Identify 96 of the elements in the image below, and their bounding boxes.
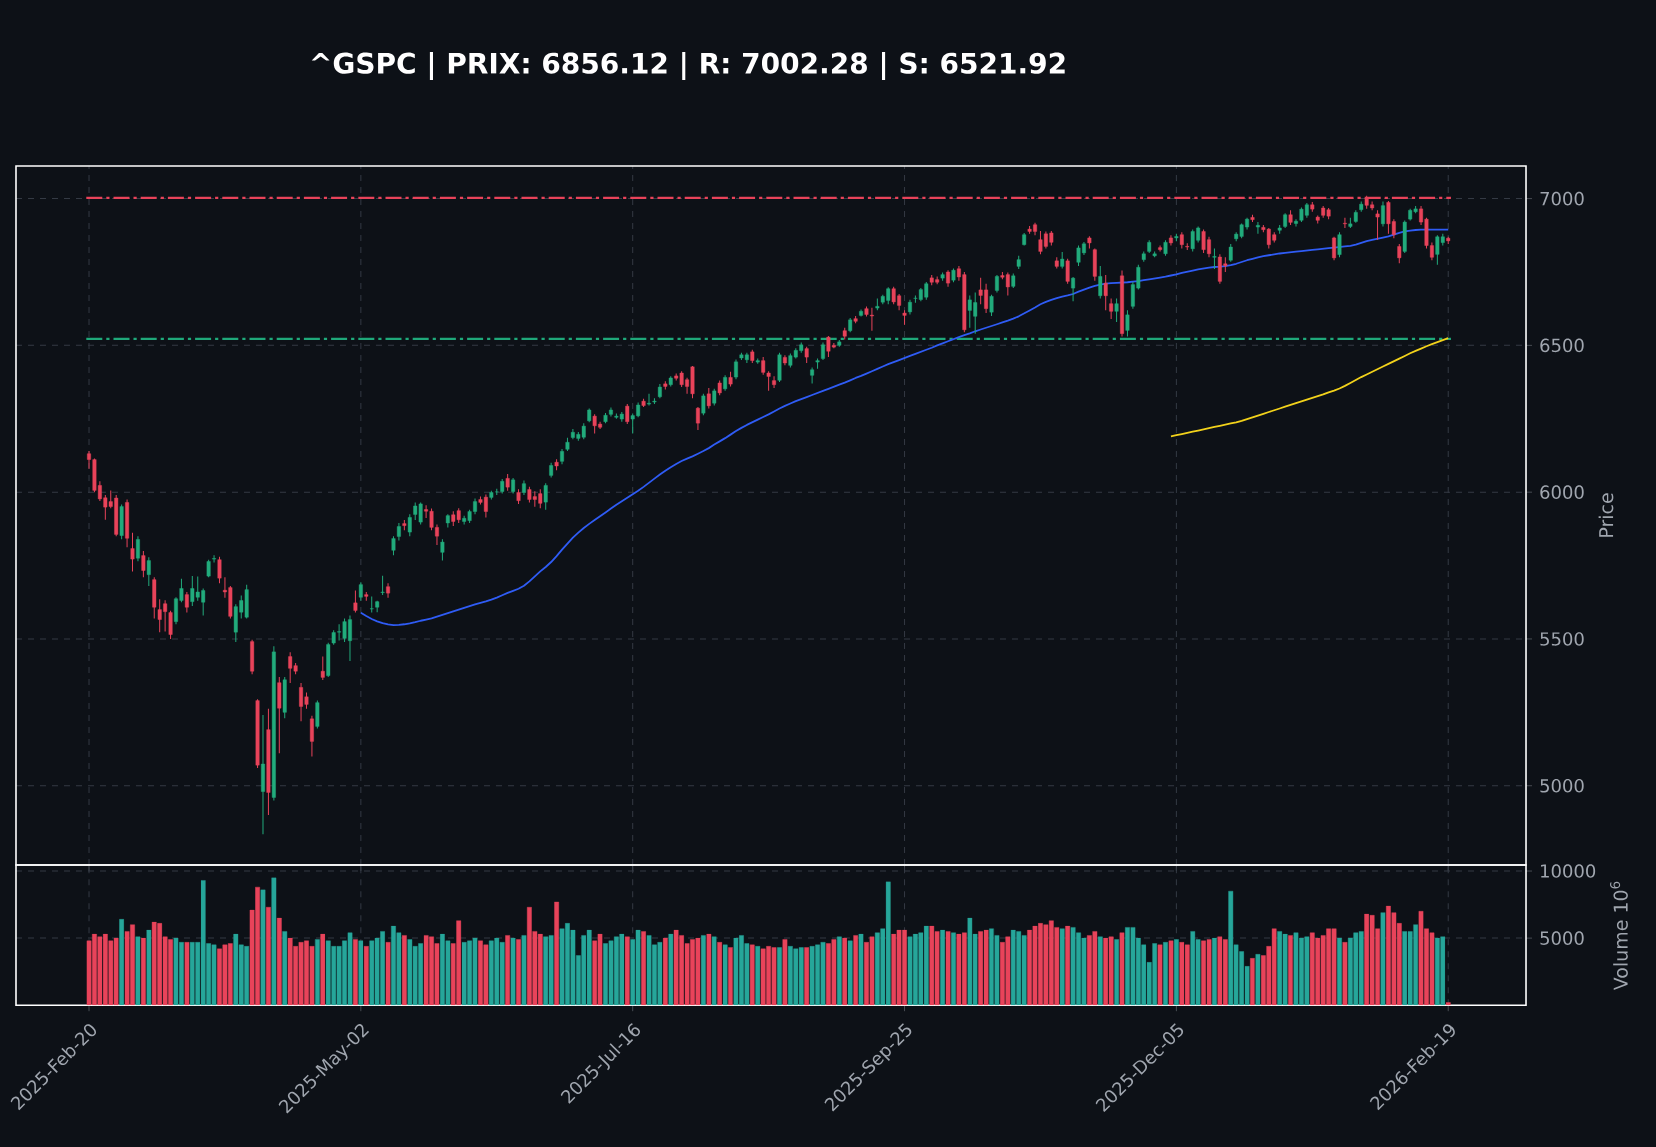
- bar: [945, 931, 951, 1006]
- candlestick: [989, 294, 994, 317]
- candlestick: [1212, 247, 1217, 270]
- bar: [401, 935, 407, 1006]
- candlestick: [146, 556, 151, 587]
- bar: [749, 944, 755, 1006]
- bar: [510, 937, 516, 1006]
- bar: [641, 931, 646, 1006]
- bar: [521, 935, 527, 1006]
- bar: [711, 936, 717, 1006]
- candlestick: [625, 403, 630, 425]
- candlestick: [1381, 201, 1385, 227]
- bar: [847, 940, 853, 1006]
- bar: [1212, 937, 1217, 1006]
- bar: [1342, 941, 1348, 1006]
- candlestick: [315, 700, 320, 729]
- candlestick: [407, 513, 412, 537]
- candlestick: [353, 590, 358, 614]
- bar: [624, 936, 630, 1006]
- bar: [358, 940, 364, 1006]
- candlestick: [647, 393, 651, 407]
- candlestick: [358, 581, 363, 602]
- candlestick: [701, 393, 706, 416]
- bar: [940, 929, 945, 1006]
- y-tick-label: 6500: [1540, 338, 1584, 353]
- bar: [385, 941, 391, 1006]
- candlestick: [810, 366, 815, 385]
- candlestick: [706, 387, 711, 409]
- candlestick: [1114, 297, 1119, 323]
- bar: [782, 939, 788, 1006]
- bar: [1445, 1002, 1451, 1006]
- candlestick: [1256, 221, 1260, 235]
- candlestick: [130, 532, 135, 572]
- candlestick: [369, 595, 374, 614]
- bar: [1163, 941, 1168, 1006]
- candlestick: [1337, 231, 1342, 258]
- candlestick: [168, 610, 173, 640]
- candlestick: [136, 535, 140, 562]
- bar: [820, 941, 826, 1006]
- bar: [722, 944, 728, 1006]
- candlestick: [772, 375, 776, 389]
- bar: [516, 939, 521, 1006]
- bar: [755, 945, 761, 1006]
- bar: [1337, 937, 1342, 1006]
- bar: [1168, 940, 1174, 1006]
- y-axis-title: Price: [1598, 493, 1614, 537]
- bar: [1255, 954, 1261, 1006]
- candlestick: [543, 482, 548, 511]
- bar: [320, 933, 326, 1006]
- bar: [1358, 931, 1364, 1006]
- bar: [119, 919, 125, 1006]
- candlestick: [1397, 243, 1402, 264]
- bar: [842, 937, 848, 1006]
- y-tick-label: 5500: [1540, 632, 1584, 646]
- bar: [1097, 936, 1103, 1006]
- candlestick: [391, 535, 396, 556]
- chart-title: ^GSPC | PRIX: 6856.12 | R: 7002.28 | S: 6521.92: [311, 52, 1065, 81]
- bar: [271, 877, 277, 1006]
- y-axis-title: Volume 10$^{6}$: [1610, 881, 1628, 991]
- y-tick-label: 5000: [1540, 931, 1584, 945]
- y-tick-label: 7000: [1540, 191, 1584, 206]
- bar: [260, 889, 266, 1006]
- bar: [662, 937, 668, 1006]
- bar: [717, 941, 723, 1006]
- bar: [353, 939, 358, 1006]
- bar: [777, 947, 782, 1006]
- candlestick: [141, 550, 146, 578]
- candlestick: [184, 591, 189, 614]
- y-tick-label: 6000: [1540, 485, 1584, 499]
- y-tick-label: 10000: [1541, 864, 1596, 878]
- candlestick: [1294, 218, 1298, 227]
- bar: [1228, 890, 1234, 1006]
- bar: [266, 907, 271, 1006]
- candlestick: [1342, 217, 1347, 229]
- bar: [135, 936, 141, 1006]
- bar: [701, 935, 706, 1006]
- candlestick: [320, 656, 325, 681]
- candlestick: [380, 575, 385, 596]
- candlestick: [1065, 258, 1070, 285]
- candlestick: [440, 538, 445, 562]
- y-tick-label: 5000: [1540, 778, 1584, 793]
- bar: [141, 937, 146, 1006]
- bar: [363, 945, 369, 1006]
- bar: [951, 932, 956, 1006]
- candlestick: [1375, 209, 1380, 241]
- candlestick: [696, 406, 700, 431]
- candlestick: [1071, 276, 1076, 302]
- candlestick: [734, 358, 738, 380]
- candlestick: [212, 554, 216, 564]
- candlestick: [309, 715, 314, 757]
- bar: [1174, 939, 1179, 1006]
- candlestick: [1103, 274, 1108, 311]
- candlestick: [1109, 297, 1114, 320]
- candlestick: [1098, 265, 1103, 299]
- candlestick: [386, 582, 390, 599]
- candlestick: [217, 556, 222, 584]
